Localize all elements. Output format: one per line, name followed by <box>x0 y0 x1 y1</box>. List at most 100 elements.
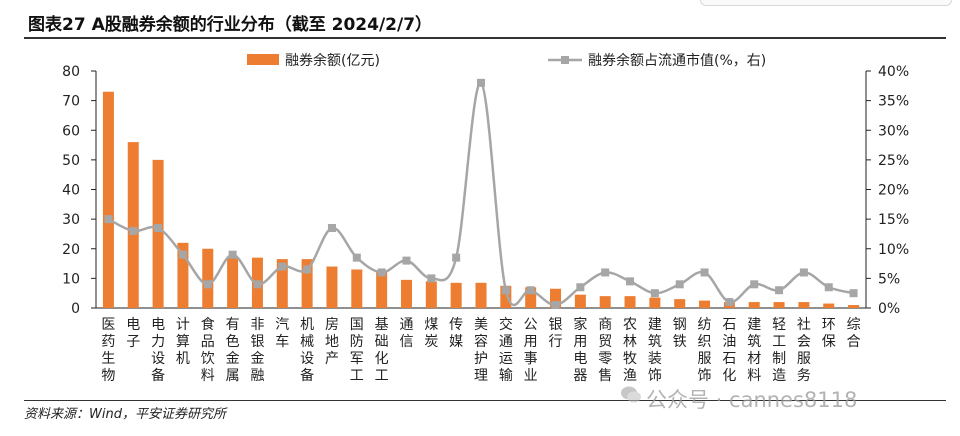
ratio-point <box>228 250 237 259</box>
left-tick-label: 40 <box>62 183 80 199</box>
source-note: 资料来源：Wind，平安证券研究所 <box>24 407 226 422</box>
category-label: 公用事业 <box>524 317 538 384</box>
bar <box>376 272 388 308</box>
category-label: 电子 <box>126 317 140 350</box>
ratio-point <box>278 262 287 271</box>
bar <box>823 303 835 308</box>
ratio-point <box>253 280 262 289</box>
bar <box>550 288 562 308</box>
category-label: 传媒 <box>449 317 463 350</box>
ratio-point <box>327 224 336 233</box>
bar <box>276 259 288 308</box>
ratio-point <box>129 226 138 235</box>
bar <box>525 287 537 308</box>
category-label: 医药生物 <box>101 317 115 384</box>
category-label: 环保 <box>822 317 836 350</box>
ratio-point <box>377 268 386 277</box>
ratio-point <box>849 289 858 298</box>
category-label: 综合 <box>847 317 861 350</box>
bar <box>326 266 338 308</box>
category-label: 交通运输 <box>499 316 513 384</box>
category-label: 建筑材料 <box>747 317 761 384</box>
right-tick-label: 30% <box>878 123 909 139</box>
legend-bar-label: 融券余额(亿元) <box>285 52 380 69</box>
ratio-point <box>824 283 833 292</box>
left-tick-label: 50 <box>62 153 80 169</box>
category-label: 农林牧渔 <box>623 317 637 384</box>
ratio-point <box>775 286 784 295</box>
bar <box>400 279 412 308</box>
bar <box>425 281 437 308</box>
title-rule <box>24 37 946 39</box>
ratio-point <box>576 283 585 292</box>
right-tick-label: 20% <box>878 183 909 199</box>
category-label: 计算机 <box>176 317 190 367</box>
ratio-point <box>675 280 684 289</box>
ratio-point <box>526 286 535 295</box>
bar <box>202 248 214 308</box>
category-label: 石油石化 <box>722 317 736 384</box>
bar <box>152 159 164 308</box>
bar <box>500 285 512 308</box>
left-tick-label: 20 <box>62 242 80 258</box>
category-label: 钢铁 <box>673 317 687 350</box>
bar <box>475 282 487 308</box>
ratio-point <box>501 286 510 295</box>
left-tick-label: 70 <box>62 94 80 110</box>
bar <box>102 91 114 308</box>
legend-line-label: 融券余额占流通市值(%，右) <box>588 52 766 69</box>
category-label: 汽车 <box>275 317 289 350</box>
category-label: 煤炭 <box>424 317 438 350</box>
source-rule <box>24 400 946 401</box>
right-tick-label: 35% <box>878 94 909 110</box>
ratio-point <box>178 250 187 259</box>
right-tick-label: 0% <box>878 301 900 317</box>
right-tick-label: 5% <box>878 271 900 287</box>
category-label: 非银金融 <box>250 317 264 384</box>
category-label: 通信 <box>399 317 413 350</box>
bar <box>773 302 785 308</box>
bar <box>574 294 586 308</box>
category-label: 机械设备 <box>300 317 314 384</box>
ratio-point <box>352 253 361 262</box>
watermark: 公众号 · cannes8118 <box>646 388 858 412</box>
left-tick-label: 0 <box>71 301 80 317</box>
category-label: 电力设备 <box>151 317 165 384</box>
ratio-point <box>402 256 411 265</box>
bar <box>674 299 686 308</box>
bar <box>649 297 661 308</box>
bar <box>351 269 363 308</box>
chart-svg: 0 10 20 30 40 50 60 70 80 0% 5% 10% 15% 20% 25% 30% 35% 4… <box>62 52 909 384</box>
ratio-point <box>601 268 610 277</box>
chart-title: 图表27 A股融券余额的行业分布（截至 2024/2/7） <box>28 15 433 35</box>
legend-bar-swatch <box>247 54 279 65</box>
category-label: 建筑装饰 <box>648 317 662 384</box>
bar <box>848 305 860 308</box>
category-label: 有色金属 <box>226 317 240 384</box>
ratio-point <box>203 280 212 289</box>
left-tick-label: 60 <box>62 123 80 139</box>
category-label: 银行 <box>549 317 563 350</box>
title-bar: 图表27 A股融券余额的行业分布（截至 2024/2/7） <box>0 0 960 39</box>
ratio-line <box>107 81 854 307</box>
ratio-point <box>104 215 113 224</box>
bar <box>699 300 711 308</box>
bar <box>227 257 239 308</box>
wechat-icon <box>621 386 641 403</box>
right-tick-label: 40% <box>878 64 909 80</box>
category-label: 国防军工 <box>350 317 364 384</box>
category-label: 轻工制造 <box>772 317 786 384</box>
left-tick-label: 80 <box>62 64 80 80</box>
ratio-point <box>650 289 659 298</box>
category-label: 商贸零售 <box>598 317 612 384</box>
ratio-point <box>700 268 709 277</box>
bar <box>599 296 611 308</box>
category-label: 社会服务 <box>797 317 811 384</box>
ratio-point <box>725 298 734 307</box>
ratio-point <box>303 265 312 274</box>
bar <box>748 302 760 308</box>
category-label: 纺织服饰 <box>698 317 712 384</box>
bar <box>177 242 189 308</box>
left-tick-label: 10 <box>62 271 80 287</box>
left-tick-label: 30 <box>62 212 80 228</box>
